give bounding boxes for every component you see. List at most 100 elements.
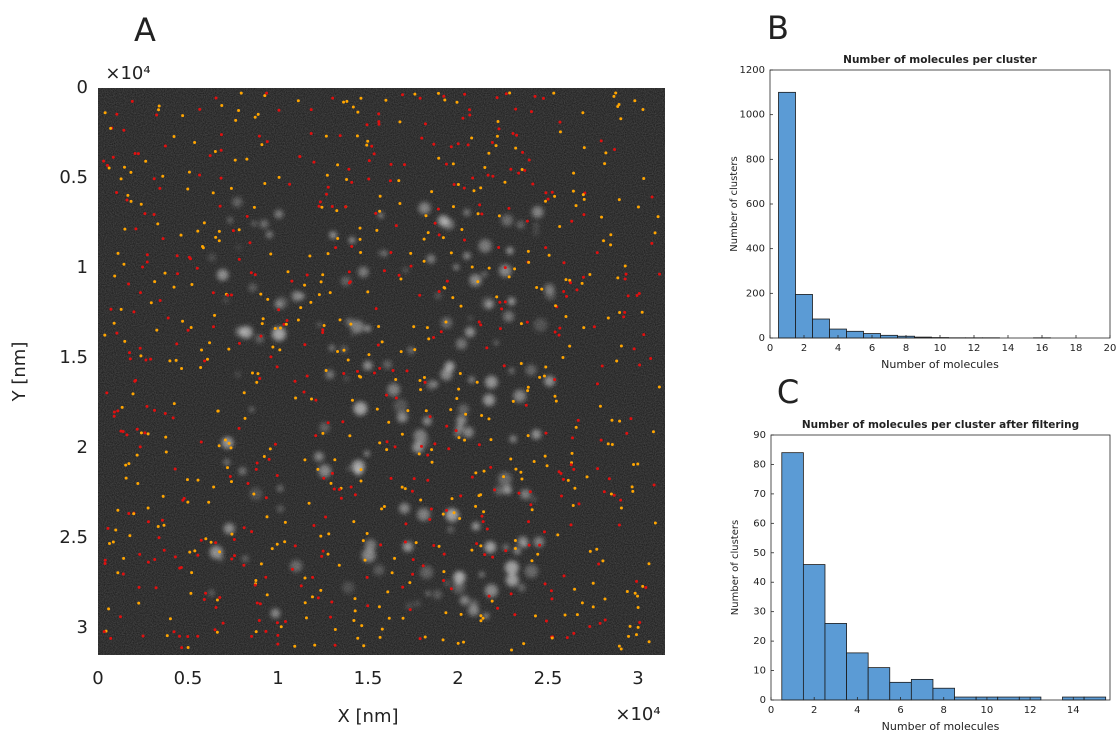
localization-dot xyxy=(164,450,168,454)
bright-spot xyxy=(471,522,481,531)
localization-dot xyxy=(389,476,393,480)
localization-dot xyxy=(115,331,119,335)
bright-spot xyxy=(216,269,229,281)
localization-dot xyxy=(519,322,523,326)
localization-dot xyxy=(520,168,524,172)
localization-dot xyxy=(403,487,407,491)
localization-dot xyxy=(479,619,483,623)
localization-dot xyxy=(382,504,386,508)
localization-dot xyxy=(497,246,501,250)
localization-dot xyxy=(603,618,607,622)
localization-dot xyxy=(515,133,519,137)
localization-dot xyxy=(337,563,341,567)
localization-dot xyxy=(437,544,441,548)
localization-dot xyxy=(599,139,603,143)
localization-dot xyxy=(178,634,182,638)
localization-dot xyxy=(115,112,119,116)
localization-dot xyxy=(298,155,302,159)
localization-dot xyxy=(602,490,606,494)
localization-dot xyxy=(199,366,203,370)
localization-dot xyxy=(118,615,122,619)
localization-dot xyxy=(418,293,422,297)
y-tick-label: 1200 xyxy=(740,65,765,76)
localization-dot xyxy=(517,171,521,175)
bright-spot xyxy=(241,555,249,563)
bright-spot xyxy=(501,214,514,227)
localization-dot xyxy=(139,354,143,358)
localization-dot xyxy=(356,636,360,640)
localization-dot xyxy=(278,326,282,330)
localization-dot xyxy=(468,108,472,112)
localization-dot xyxy=(188,550,192,554)
localization-dot xyxy=(544,431,548,435)
localization-dot xyxy=(526,520,530,524)
axes-box xyxy=(769,69,1111,339)
localization-dot xyxy=(303,458,307,462)
localization-dot xyxy=(109,126,113,130)
localization-dot xyxy=(348,434,352,438)
localization-dot xyxy=(616,105,620,109)
bright-spot xyxy=(506,247,514,255)
bright-spot xyxy=(270,608,281,619)
histogram-bar xyxy=(910,678,934,701)
localization-dot xyxy=(609,243,613,247)
localization-dot xyxy=(172,134,176,138)
localization-dot xyxy=(338,134,342,138)
localization-dot xyxy=(377,605,381,609)
localization-dot xyxy=(491,555,495,559)
localization-dot xyxy=(121,429,125,433)
bright-spot xyxy=(276,485,284,492)
localization-dot xyxy=(114,528,118,532)
localization-dot xyxy=(533,614,537,618)
localization-dot xyxy=(527,543,531,547)
localization-dot xyxy=(126,193,130,197)
localization-dot xyxy=(259,334,263,338)
localization-dot xyxy=(331,96,335,100)
localization-dot xyxy=(122,556,126,560)
localization-dot xyxy=(423,122,427,126)
localization-dot xyxy=(124,476,128,480)
bright-spot xyxy=(223,523,235,535)
bright-spot xyxy=(249,487,263,501)
x-axis-label: Number of molecules xyxy=(882,720,1000,733)
localization-dot xyxy=(479,544,483,548)
localization-dot xyxy=(432,142,436,146)
localization-dot xyxy=(132,512,136,516)
localization-dot xyxy=(464,412,468,416)
x-tick-label: 10 xyxy=(981,705,994,716)
localization-dot xyxy=(227,441,231,445)
bright-spot xyxy=(248,283,257,292)
bright-spot xyxy=(503,311,515,322)
localization-dot xyxy=(283,540,287,544)
localization-dot xyxy=(520,477,524,481)
localization-dot xyxy=(355,134,359,138)
x-tick-label: 2.5 xyxy=(534,668,563,689)
localization-dot xyxy=(616,276,620,280)
localization-dot xyxy=(476,280,480,284)
localization-dot xyxy=(631,489,635,493)
localization-dot xyxy=(588,272,592,276)
localization-dot xyxy=(163,144,167,148)
localization-dot xyxy=(468,113,472,117)
bright-spot xyxy=(232,196,243,208)
localization-dot xyxy=(214,605,218,609)
localization-dot xyxy=(481,520,485,524)
localization-dot xyxy=(582,197,586,201)
bright-spot xyxy=(318,464,332,478)
localization-dot xyxy=(336,349,340,353)
localization-dot xyxy=(250,371,254,375)
bright-spot xyxy=(531,429,542,440)
localization-dot xyxy=(189,257,193,261)
localization-dot xyxy=(525,219,529,223)
localization-dot xyxy=(367,177,371,181)
bright-spot xyxy=(402,267,409,274)
localization-dot xyxy=(426,453,430,457)
bright-spot xyxy=(378,212,384,218)
localization-dot xyxy=(430,460,434,464)
localization-dot xyxy=(219,148,223,152)
bright-spot xyxy=(456,415,467,426)
localization-dot xyxy=(428,518,432,522)
localization-dot xyxy=(404,522,408,526)
localization-dot xyxy=(160,518,164,522)
bright-spot xyxy=(396,411,409,423)
